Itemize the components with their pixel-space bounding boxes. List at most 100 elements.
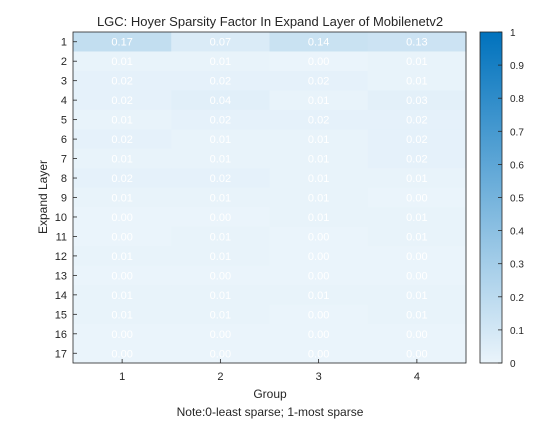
- heatmap-cell: [367, 51, 467, 72]
- heatmap-cell: [269, 187, 369, 208]
- heatmap-cell: [269, 226, 369, 247]
- cell-value-label: 0.01: [210, 290, 231, 302]
- cell-value-label: 0.02: [308, 76, 329, 88]
- cell-value-label: 0.00: [406, 251, 427, 263]
- heatmap-cell: [367, 32, 467, 52]
- cell-value-label: 0.00: [111, 212, 132, 224]
- heatmap-cell: [171, 324, 270, 345]
- colorbar-tick-label: 0.9: [510, 61, 524, 72]
- cell-value-label: 0.01: [111, 193, 132, 205]
- colorbar-tick-label: 0.3: [510, 260, 524, 271]
- heatmap-cell: [73, 207, 172, 228]
- heatmap-cell: [367, 148, 467, 169]
- x-axis-label: Group: [253, 387, 287, 401]
- y-tick-label: 15: [55, 309, 67, 321]
- heatmap-cell: [73, 32, 172, 52]
- cell-value-label: 0.00: [308, 56, 329, 68]
- cell-value-label: 0.00: [308, 270, 329, 282]
- cell-value-label: 0.03: [406, 95, 427, 107]
- cell-value-label: 0.01: [308, 134, 329, 146]
- heatmap-cell: [269, 148, 369, 169]
- heatmap-cell: [73, 265, 172, 286]
- cell-value-label: 0.00: [308, 231, 329, 243]
- cell-value-label: 0.02: [111, 76, 132, 88]
- y-tick-label: 5: [61, 115, 67, 127]
- heatmap-cell: [269, 343, 369, 364]
- heatmap-cell: [73, 70, 172, 91]
- cell-value-label: 0.01: [406, 231, 427, 243]
- heatmap-cell: [171, 187, 270, 208]
- heatmap-cell: [367, 109, 467, 130]
- cell-value-label: 0.01: [111, 290, 132, 302]
- heatmap-cell: [171, 265, 270, 286]
- y-tick-label: 12: [55, 251, 67, 263]
- colorbar-tick-label: 0.2: [510, 293, 524, 304]
- heatmap-cell: [269, 168, 369, 189]
- heatmap-cell: [367, 343, 467, 364]
- heatmap-cell: [269, 51, 369, 72]
- cell-value-label: 0.13: [406, 37, 427, 49]
- cell-value-label: 0.02: [210, 76, 231, 88]
- heatmap-cell: [171, 246, 270, 267]
- cell-value-label: 0.01: [210, 231, 231, 243]
- cell-value-label: 0.01: [308, 173, 329, 185]
- heatmap-cell: [171, 90, 270, 111]
- cell-value-label: 0.00: [210, 329, 231, 341]
- cell-value-label: 0.00: [210, 348, 231, 360]
- heatmap-cell: [269, 32, 369, 52]
- heatmap-cell: [367, 265, 467, 286]
- cell-value-label: 0.02: [210, 173, 231, 185]
- heatmap-cell: [367, 207, 467, 228]
- heatmap-cell: [171, 168, 270, 189]
- cell-value-label: 0.02: [406, 115, 427, 127]
- cell-value-label: 0.00: [210, 270, 231, 282]
- heatmap-cell: [269, 324, 369, 345]
- heatmap-cell: [171, 285, 270, 306]
- y-tick-label: 14: [55, 290, 67, 302]
- cell-value-label: 0.01: [111, 251, 132, 263]
- cell-value-label: 0.01: [308, 193, 329, 205]
- x-tick-labels: 1 2 3 4: [119, 359, 420, 383]
- heatmap-cell: [269, 285, 369, 306]
- heatmap-cell: [269, 90, 369, 111]
- footnote: Note:0-least sparse; 1-most sparse: [177, 405, 364, 419]
- heatmap-cell: [73, 187, 172, 208]
- heatmap-cell: [367, 70, 467, 91]
- cell-value-label: 0.01: [308, 212, 329, 224]
- x-tick-label: 1: [119, 371, 125, 383]
- cell-value-label: 0.01: [111, 154, 132, 166]
- cell-value-label: 0.01: [308, 95, 329, 107]
- y-tick-label: 7: [61, 154, 67, 166]
- heatmap-cell: [367, 285, 467, 306]
- cell-value-label: 0.02: [406, 154, 427, 166]
- heatmap-cell: [171, 207, 270, 228]
- heatmap-cell: [171, 226, 270, 247]
- heatmap-cell: [367, 304, 467, 325]
- y-tick-label: 8: [61, 173, 67, 185]
- colorbar-tick-label: 0.5: [510, 194, 524, 205]
- heatmap-cell: [269, 129, 369, 150]
- cell-value-label: 0.01: [210, 251, 231, 263]
- colorbar-tick-label: 0.1: [510, 326, 524, 337]
- heatmap-cell: [73, 285, 172, 306]
- colorbar-tick-label: 1: [510, 28, 516, 39]
- y-axis-label: Expand Layer: [36, 160, 50, 234]
- heatmap-cell: [73, 168, 172, 189]
- cell-value-label: 0.01: [210, 309, 231, 321]
- cell-value-label: 0.01: [406, 212, 427, 224]
- heatmap-cell: [73, 90, 172, 111]
- heatmap-cell: [73, 324, 172, 345]
- cell-value-label: 0.00: [406, 193, 427, 205]
- heatmap-cell: [269, 246, 369, 267]
- cell-value-label: 0.07: [210, 37, 231, 49]
- heatmap-cell: [73, 129, 172, 150]
- heatmap-cell: [171, 304, 270, 325]
- heatmap-cell: [171, 343, 270, 364]
- heatmap-cell: [73, 246, 172, 267]
- colorbar-tick-label: 0: [510, 359, 516, 370]
- cell-value-label: 0.01: [210, 193, 231, 205]
- heatmap-cell: [73, 148, 172, 169]
- y-tick-label: 16: [55, 329, 67, 341]
